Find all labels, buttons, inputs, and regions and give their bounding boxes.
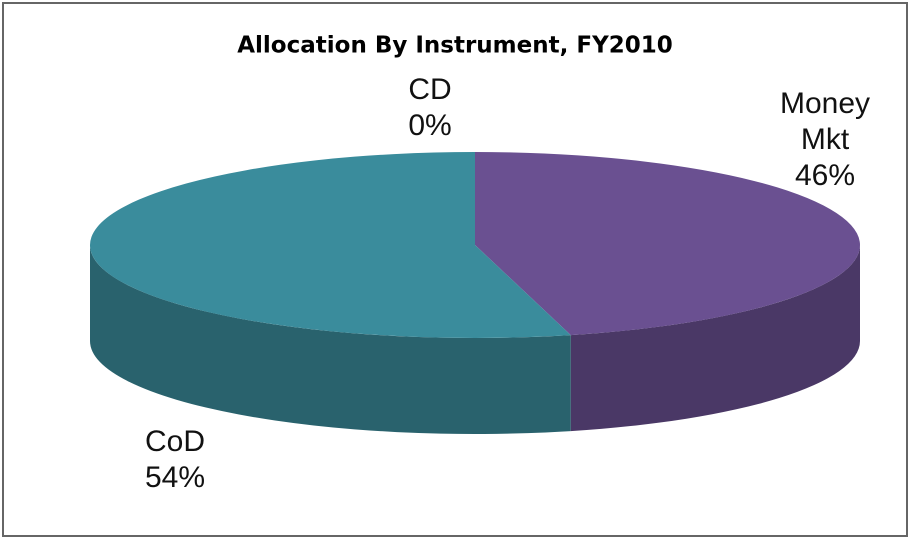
slice-name: Money Mkt [779, 87, 871, 156]
pie-side [570, 245, 860, 432]
slice-label: CoD 54% [120, 424, 230, 496]
slice-label: CD 0% [380, 72, 480, 144]
chart-title: Allocation By Instrument, FY2010 [237, 33, 673, 59]
slice-name: CD [408, 73, 452, 106]
pie-slice [475, 152, 861, 336]
slice-value: 0% [408, 109, 452, 142]
slice-value: 46% [794, 159, 856, 192]
slice-value: 54% [144, 461, 206, 494]
pie-side [90, 245, 571, 434]
slice-label: Money Mkt 46% [765, 86, 885, 194]
pie-slice [90, 152, 571, 338]
slice-name: CoD [144, 425, 205, 458]
